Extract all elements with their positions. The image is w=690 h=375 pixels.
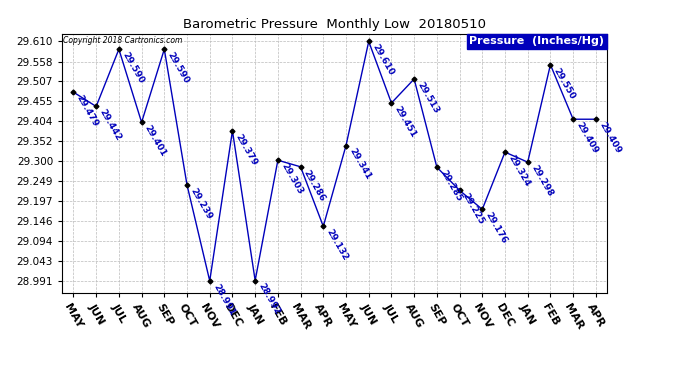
Text: 29.409: 29.409	[598, 121, 622, 155]
Text: 29.239: 29.239	[188, 186, 214, 221]
Text: 28.992: 28.992	[257, 282, 282, 316]
Text: 29.298: 29.298	[529, 164, 554, 198]
Text: 29.590: 29.590	[166, 51, 191, 85]
Text: 29.341: 29.341	[347, 147, 373, 182]
Text: 29.451: 29.451	[393, 104, 418, 139]
Text: 29.324: 29.324	[506, 153, 531, 188]
Text: Copyright 2018 Cartronics.com: Copyright 2018 Cartronics.com	[63, 36, 183, 45]
Text: 29.409: 29.409	[575, 121, 600, 155]
Text: 29.513: 29.513	[415, 80, 441, 115]
Text: 29.379: 29.379	[234, 132, 259, 167]
Text: 29.401: 29.401	[143, 124, 168, 158]
Text: 29.285: 29.285	[438, 169, 464, 203]
Text: 29.303: 29.303	[279, 162, 304, 196]
Text: 29.225: 29.225	[461, 192, 486, 226]
Text: 29.479: 29.479	[75, 93, 100, 129]
Title: Barometric Pressure  Monthly Low  20180510: Barometric Pressure Monthly Low 20180510	[183, 18, 486, 31]
Text: 29.286: 29.286	[302, 168, 327, 203]
Text: 29.550: 29.550	[552, 66, 577, 100]
Text: 28.991: 28.991	[211, 282, 237, 317]
Text: Pressure  (Inches/Hg): Pressure (Inches/Hg)	[469, 36, 604, 46]
Text: 29.442: 29.442	[97, 108, 123, 142]
Text: 29.132: 29.132	[325, 228, 350, 262]
Text: 29.176: 29.176	[484, 211, 509, 245]
Text: 29.590: 29.590	[120, 51, 146, 85]
Text: 29.610: 29.610	[370, 43, 395, 77]
